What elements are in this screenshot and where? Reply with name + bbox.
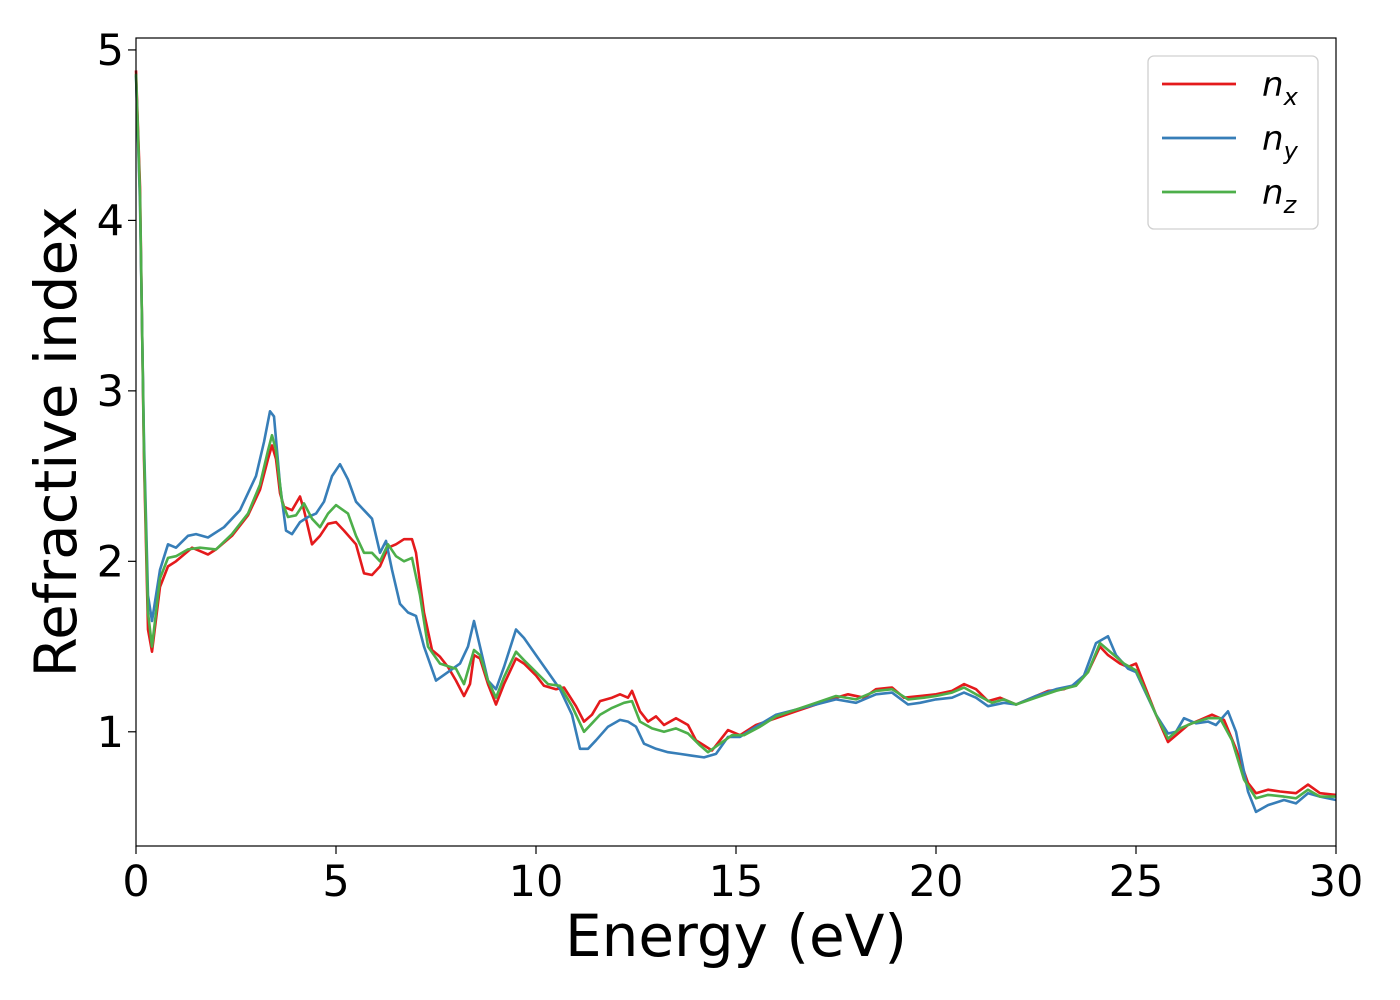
series-layer [134, 70, 1337, 814]
series-line-z [134, 73, 1336, 800]
x-tick-label: 5 [322, 857, 349, 907]
x-tick-label: 20 [909, 857, 964, 907]
x-tick-label: 10 [509, 857, 564, 907]
series-line-y [134, 75, 1337, 814]
y-tick-label: 5 [97, 26, 124, 76]
y-tick-label: 3 [97, 367, 124, 417]
legend: nx ny nz [1147, 55, 1319, 230]
legend-frame [1147, 55, 1319, 230]
x-axis: 0 5 10 15 20 25 30 [122, 846, 1363, 907]
x-tick-label: 30 [1309, 857, 1364, 907]
legend-label-z: nz [1262, 173, 1298, 219]
x-tick-label: 25 [1109, 857, 1164, 907]
x-axis-title: Energy (eV) [565, 902, 907, 970]
y-tick-label: 2 [97, 537, 124, 587]
x-tick-label: 15 [709, 857, 764, 907]
legend-label-y: ny [1262, 119, 1299, 165]
x-tick-label: 0 [122, 857, 149, 907]
y-axis: 1 2 3 4 5 [97, 26, 136, 758]
legend-label-x: nx [1262, 65, 1299, 111]
y-tick-label: 1 [97, 708, 124, 758]
y-tick-label: 4 [97, 196, 124, 246]
y-axis-title: Refractive index [22, 206, 90, 677]
